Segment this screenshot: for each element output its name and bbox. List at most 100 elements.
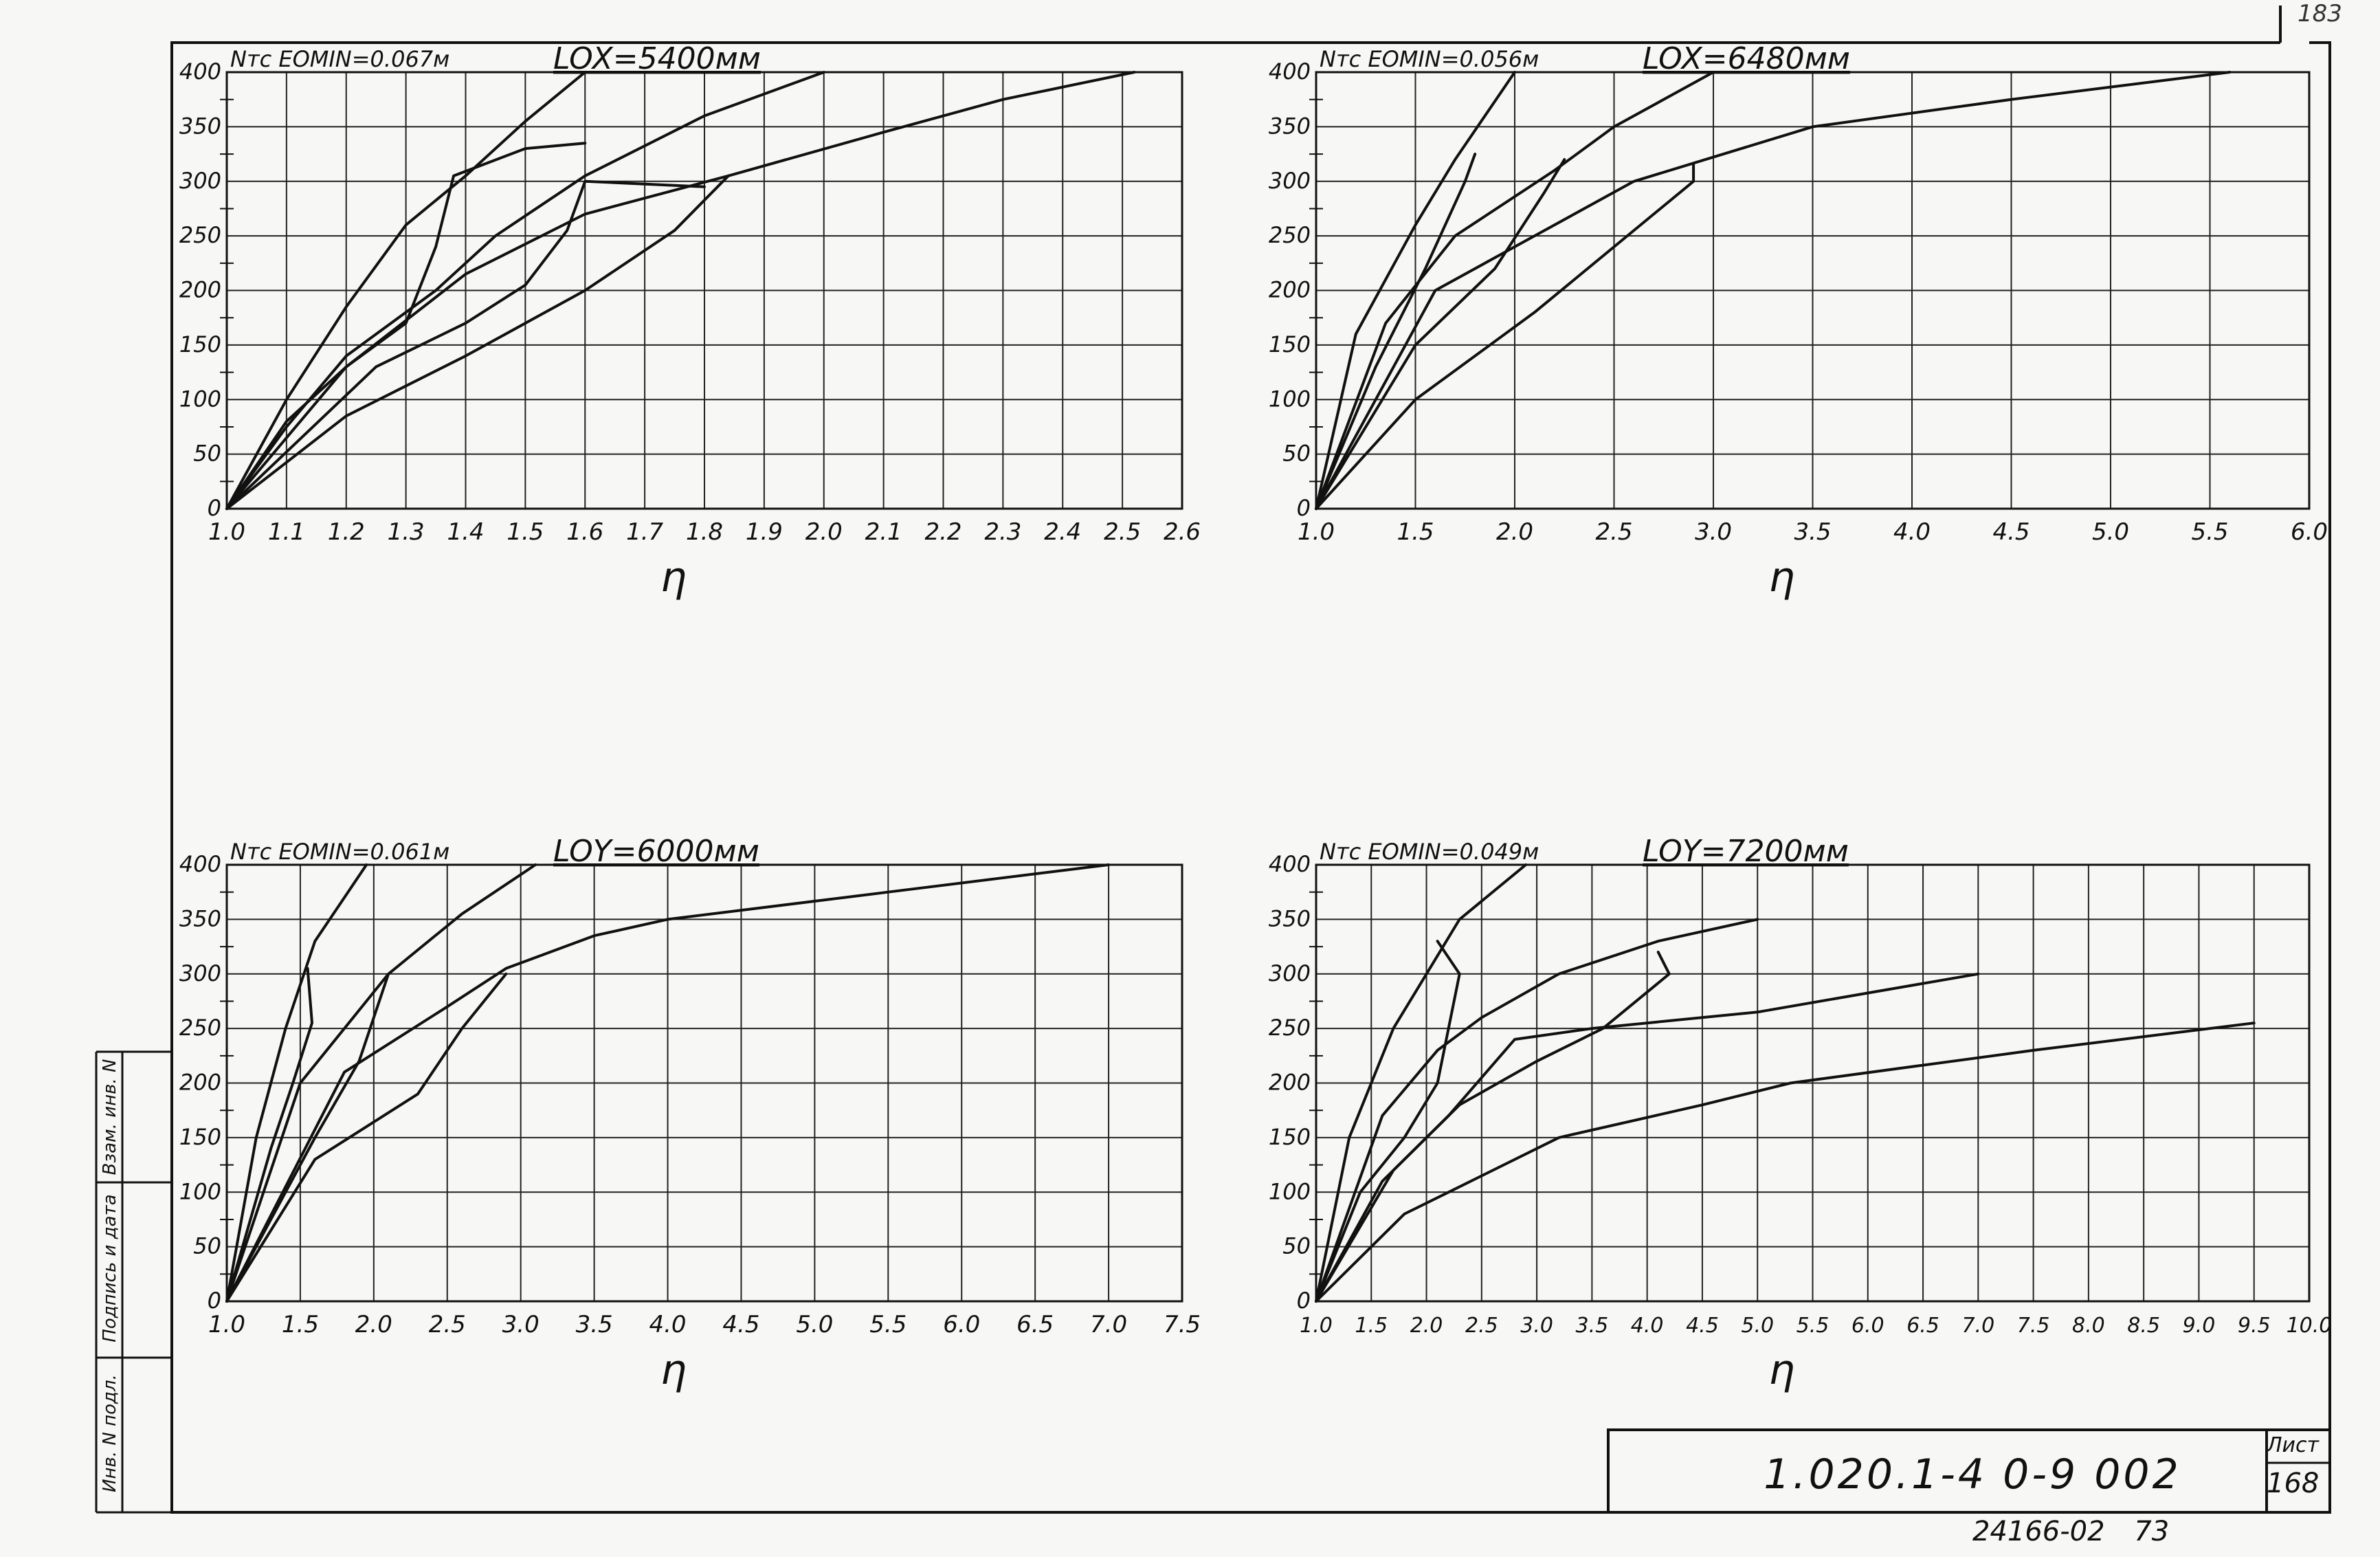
y-tick-label: 300 <box>179 168 221 194</box>
y-tick-label: 400 <box>1269 58 1311 85</box>
x-axis-label: η <box>660 1346 687 1394</box>
x-tick-label: 4.0 <box>1631 1314 1664 1338</box>
series-line-1 <box>225 71 587 510</box>
x-tick-label: 3.5 <box>1576 1314 1609 1338</box>
x-tick-label: 7.5 <box>1164 1311 1201 1338</box>
x-tick-label: 1.0 <box>1300 1314 1333 1338</box>
y-tick-label: 0 <box>208 1288 221 1314</box>
x-tick-label: 2.4 <box>1044 518 1081 546</box>
outer-frame <box>170 41 2331 1514</box>
x-tick-label: 2.5 <box>1465 1314 1498 1338</box>
x-tick-label: 2.0 <box>1410 1314 1443 1338</box>
y-tick-label: 200 <box>179 1070 221 1096</box>
x-tick-label: 6.5 <box>1016 1311 1054 1338</box>
x-tick-label: 1.9 <box>746 518 783 546</box>
series-line-6 <box>225 174 730 510</box>
y-tick-label: 100 <box>179 386 221 412</box>
chart-header-right: LOX=6480мм <box>1643 41 1850 76</box>
y-tick-label: 300 <box>1269 960 1311 986</box>
x-tick-label: 3.5 <box>1794 518 1831 546</box>
y-tick-label: 250 <box>1269 222 1311 248</box>
series-line-6 <box>1315 1022 2256 1303</box>
chart-header-left: Nтс EOMIN=0.067м <box>230 46 449 72</box>
series-line-1 <box>225 863 368 1303</box>
x-tick-label: 8.5 <box>2127 1314 2160 1338</box>
x-tick-label: 1.5 <box>1355 1314 1388 1338</box>
x-tick-label: 9.0 <box>2183 1314 2216 1338</box>
series-line-4 <box>225 972 390 1303</box>
y-tick-label: 50 <box>1282 441 1311 467</box>
x-tick-label: 5.0 <box>2092 518 2129 546</box>
x-tick-label: 1.5 <box>1397 518 1434 546</box>
series-line-1 <box>1315 863 1528 1303</box>
x-tick-label: 8.0 <box>2072 1314 2105 1338</box>
x-tick-label: 1.0 <box>208 1311 245 1338</box>
chart-header-right: LOY=7200мм <box>1643 834 1849 869</box>
y-tick-label: 200 <box>1269 277 1311 303</box>
plot-border <box>1315 863 2311 1303</box>
x-tick-label: 5.5 <box>1797 1314 1830 1338</box>
x-tick-label: 3.0 <box>1520 1314 1553 1338</box>
chart-2: 0 50 100 150 200 250 300 350 400 1.0 1.5 2.0 2.5 3.0 3… <box>1269 41 2328 601</box>
y-tick-label: 100 <box>1269 386 1311 412</box>
x-tick-label: 1.6 <box>566 518 603 546</box>
x-tick-label: 7.0 <box>1090 1311 1127 1338</box>
x-tick-label: 10.0 <box>2287 1314 2333 1338</box>
y-tick-label: 50 <box>193 1233 221 1259</box>
x-tick-label: 1.1 <box>268 518 305 546</box>
y-tick-label: 0 <box>1297 495 1311 521</box>
y-tick-label: 250 <box>179 1015 221 1041</box>
x-tick-label: 1.8 <box>686 518 723 546</box>
series-line-5 <box>1315 71 2232 510</box>
x-tick-label: 6.5 <box>1906 1314 1939 1338</box>
y-tick-label: 150 <box>1269 331 1311 357</box>
x-tick-label: 1.2 <box>328 518 365 546</box>
y-tick-label: 350 <box>1269 113 1311 139</box>
charts-group: 0 50 100 150 200 250 300 350 400 1.0 1.1 1.2 1.3 1.4 1… <box>179 41 2332 1394</box>
series-line-6 <box>1315 163 1695 510</box>
x-tick-label: 2.5 <box>1104 518 1141 546</box>
x-tick-label: 2.0 <box>355 1311 392 1338</box>
series-line-3 <box>1315 71 1715 510</box>
x-tick-label: 1.3 <box>388 518 425 546</box>
x-tick-label: 2.1 <box>865 518 902 546</box>
series-line-2 <box>225 142 587 510</box>
x-tick-label: 4.5 <box>722 1311 759 1338</box>
x-tick-label: 2.2 <box>924 518 961 546</box>
series-line-4 <box>1315 158 1566 510</box>
chart-4: 0 50 100 150 200 250 300 350 400 1.0 1.5 2.0 2.5 3.0 3… <box>1269 834 2332 1394</box>
x-axis-label: η <box>1768 1346 1794 1394</box>
series-line-3 <box>1315 918 1759 1303</box>
y-tick-label: 100 <box>1269 1178 1311 1204</box>
x-tick-label: 1.0 <box>1298 518 1335 546</box>
x-axis-label: η <box>660 553 687 601</box>
series-line-5 <box>225 863 1111 1303</box>
x-tick-label: 3.0 <box>502 1311 540 1338</box>
y-tick-label: 0 <box>1297 1288 1311 1314</box>
x-tick-label: 2.5 <box>429 1311 466 1338</box>
series-line-6 <box>225 972 508 1303</box>
series-line-2 <box>1315 153 1477 510</box>
y-tick-label: 350 <box>1269 905 1311 931</box>
chart-header-left: Nтс EOMIN=0.056м <box>1320 46 1539 72</box>
x-tick-label: 2.0 <box>1496 518 1533 546</box>
chart-1: 0 50 100 150 200 250 300 350 400 1.0 1.1 1.2 1.3 1.4 1… <box>179 41 1201 601</box>
archive-number: 24166-02 <box>1972 1516 2105 1547</box>
series-line-2 <box>225 967 313 1303</box>
chart-header-right: LOX=5400мм <box>553 41 761 76</box>
x-tick-label: 6.0 <box>1851 1314 1884 1338</box>
y-tick-label: 100 <box>179 1178 221 1204</box>
x-tick-label: 3.0 <box>1695 518 1732 546</box>
sheet-label: Лист <box>2267 1433 2320 1457</box>
plot-border <box>225 71 1183 510</box>
y-tick-label: 250 <box>1269 1015 1311 1041</box>
x-tick-label: 9.5 <box>2238 1314 2271 1338</box>
x-tick-label: 1.0 <box>208 518 245 546</box>
y-tick-label: 250 <box>179 222 221 248</box>
y-tick-label: 300 <box>1269 168 1311 194</box>
x-tick-label: 4.0 <box>649 1311 686 1338</box>
y-tick-label: 350 <box>179 905 221 931</box>
x-tick-label: 3.5 <box>576 1311 613 1338</box>
series-line-3 <box>225 71 825 510</box>
x-tick-label: 4.0 <box>1893 518 1931 546</box>
